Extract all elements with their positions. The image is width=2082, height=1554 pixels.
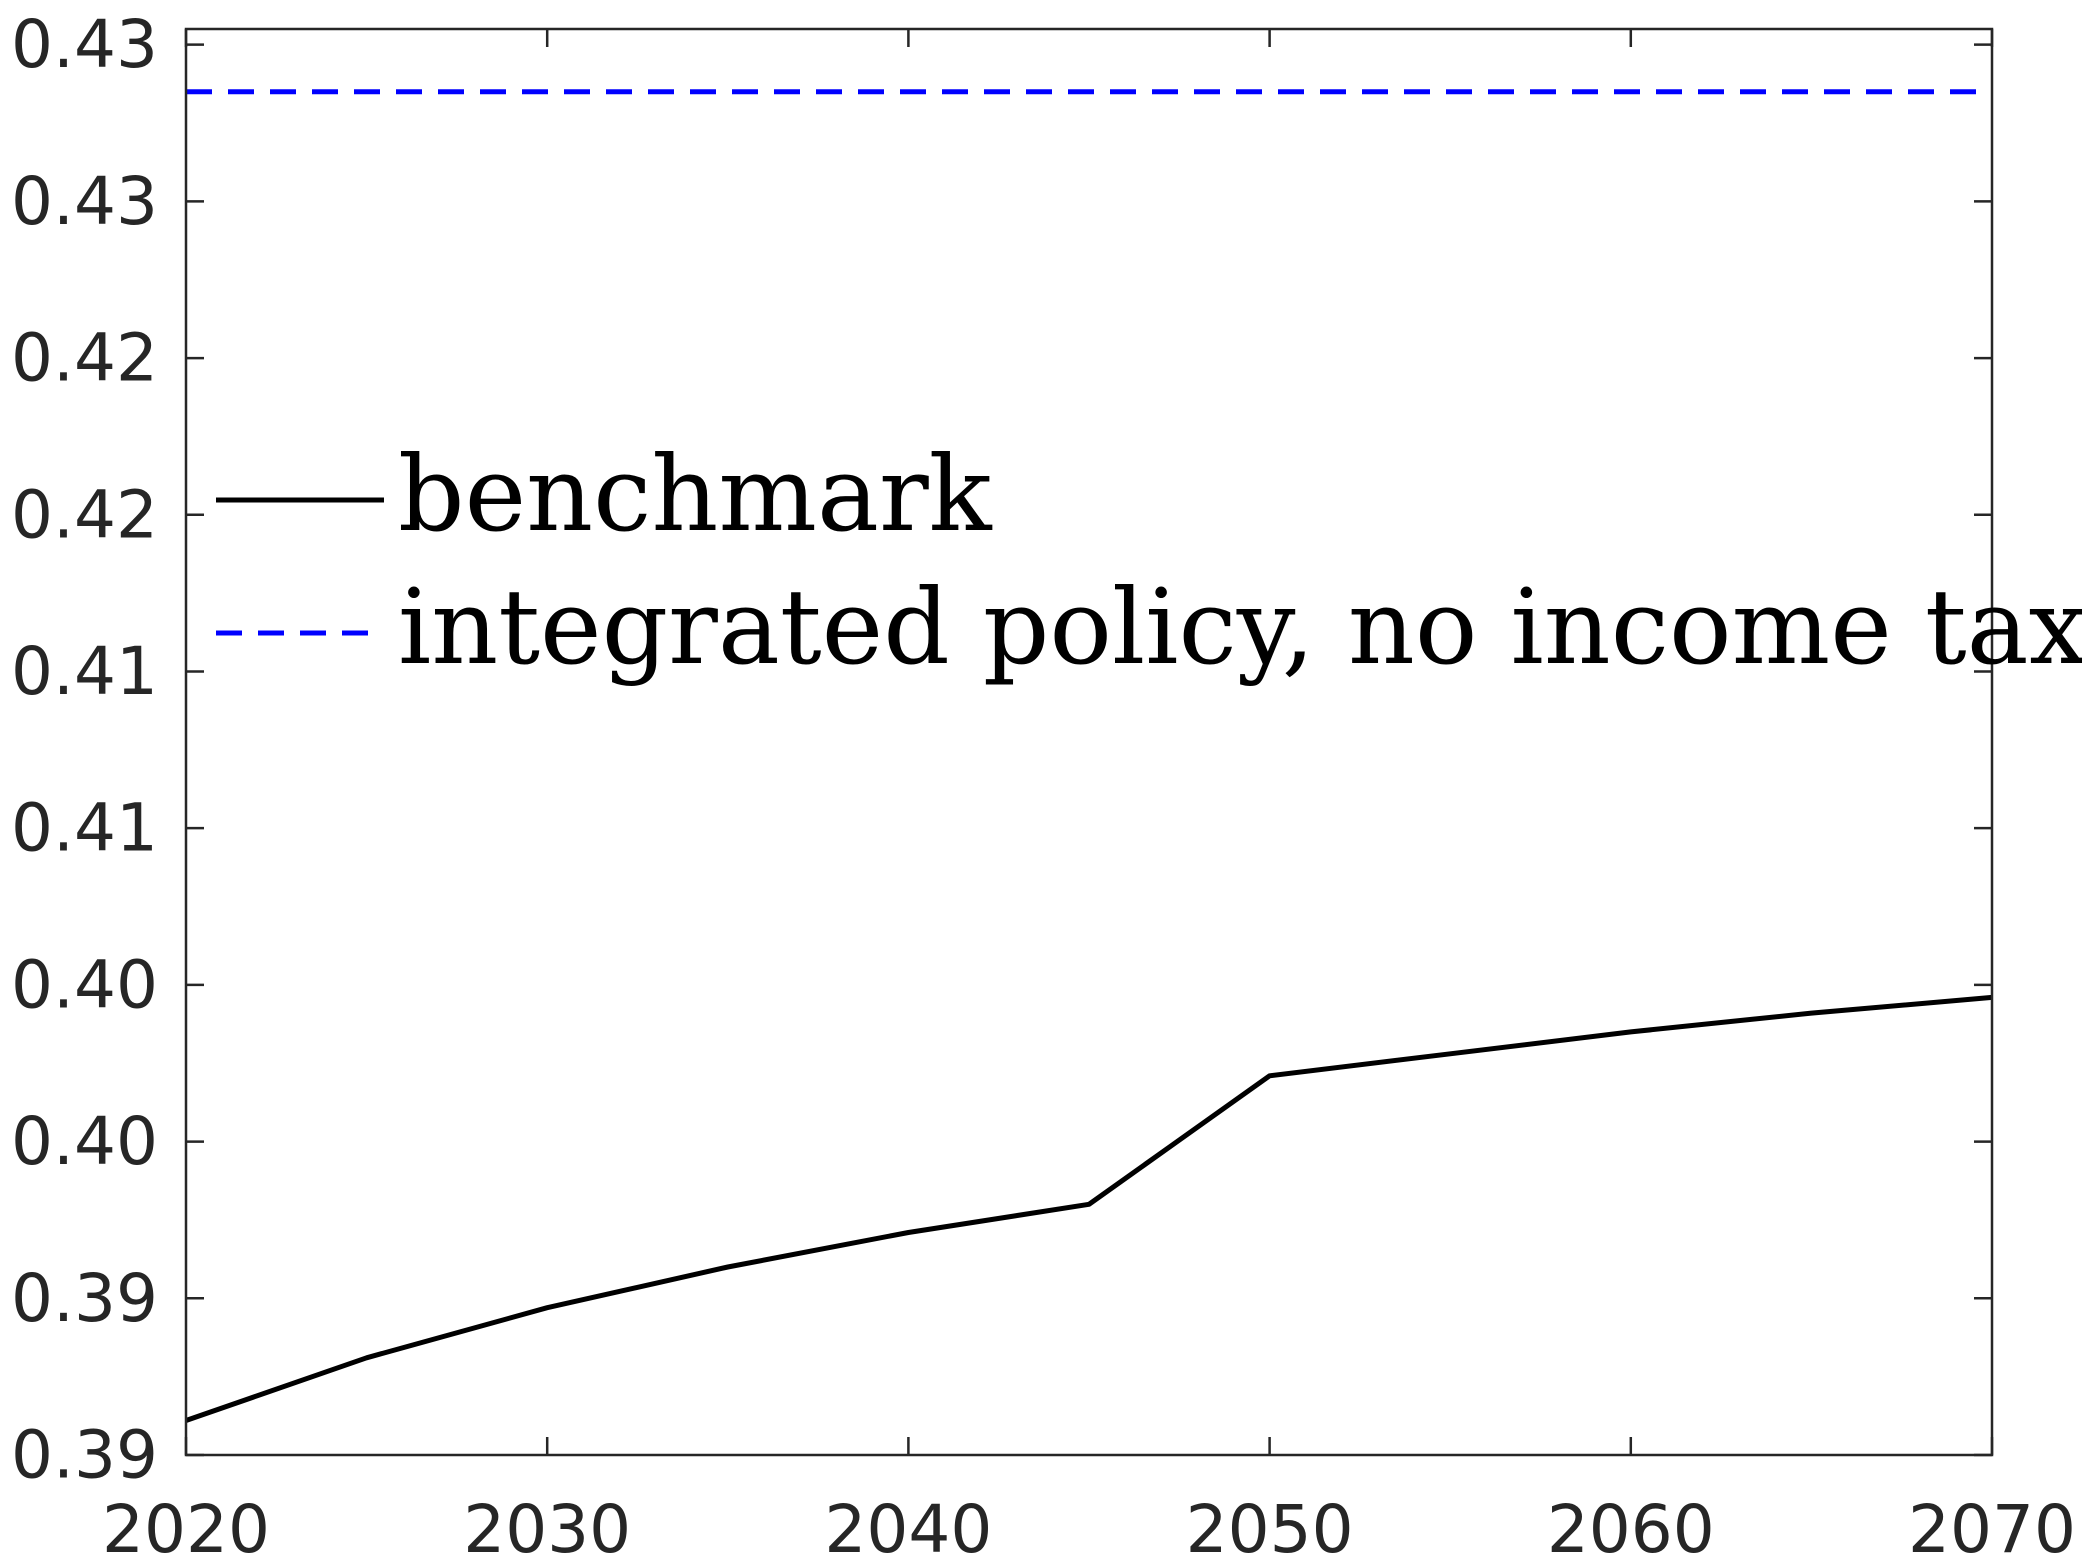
- legend-label-1: benchmark: [398, 433, 993, 555]
- x-tick-label: 2060: [1547, 1491, 1715, 1554]
- x-tick-label: 2070: [1908, 1491, 2076, 1554]
- series-line-1: [185, 994, 1993, 1423]
- x-tick-label: 2020: [102, 1491, 270, 1554]
- y-axis-tick-labels: 0.39 0.39 0.40 0.40 0.41 0.41 0.42 0.42 0.43 0.43: [11, 6, 158, 1493]
- x-tick-label: 2030: [463, 1491, 631, 1554]
- y-tick-label: 0.41: [11, 633, 158, 710]
- y-tick-label: 0.39: [11, 1260, 158, 1337]
- y-tick-label: 0.42: [11, 320, 158, 397]
- x-axis-tick-labels: 2020 2030 2040 2050 2060 2070: [102, 1491, 2076, 1554]
- plot-frame: [184, 27, 1994, 1457]
- y-tick-label: 0.41: [11, 790, 158, 867]
- y-tick-label: 0.39: [11, 1417, 158, 1494]
- x-tick-label: 2050: [1186, 1491, 1354, 1554]
- plot-background: [186, 29, 1992, 1455]
- legend-label-2: integrated policy, no income tax: [398, 566, 2082, 688]
- y-tick-label: 0.42: [11, 476, 158, 553]
- x-tick-label: 2040: [824, 1491, 992, 1554]
- y-tick-label: 0.43: [11, 163, 158, 240]
- y-tick-label: 0.40: [11, 946, 158, 1023]
- y-tick-label: 0.43: [11, 6, 158, 83]
- series-layer: [185, 89, 1993, 1423]
- y-tick-label: 0.40: [11, 1103, 158, 1180]
